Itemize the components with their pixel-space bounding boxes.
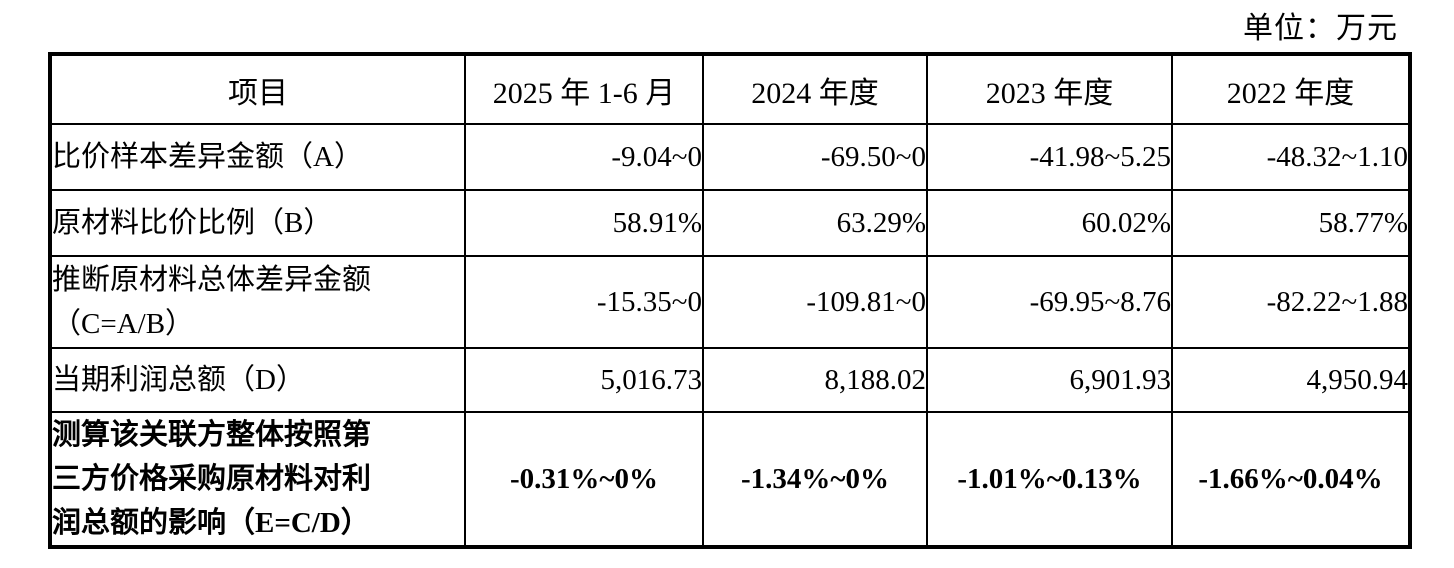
row-label-cell: 推断原材料总体差异金额 （C=A/B） [49, 255, 466, 349]
row-label-cell: 比价样本差异金额（A） [49, 123, 466, 191]
value-cell: -9.04~0 [464, 123, 704, 191]
value-cell: -82.22~1.88 [1171, 255, 1411, 349]
value-cell: 6,901.93 [926, 347, 1173, 413]
header-cell-2022: 2022 年度 [1171, 53, 1411, 125]
value-cell: -69.95~8.76 [926, 255, 1173, 349]
value-cell: 4,950.94 [1171, 347, 1411, 413]
value-cell: -69.50~0 [702, 123, 928, 191]
value-cell: 58.91% [464, 189, 704, 257]
value-cell: -15.35~0 [464, 255, 704, 349]
table-row: 原材料比价比例（B） 58.91% 63.29% 60.02% 58.77% [49, 189, 1411, 257]
related-party-pricing-table: 项目 2025 年 1-6 月 2024 年度 2023 年度 2022 年度 … [48, 52, 1412, 549]
table-row-impact: 测算该关联方整体按照第 三方价格采购原材料对利 润总额的影响（E=C/D） -0… [49, 411, 1411, 548]
value-cell: 63.29% [702, 189, 928, 257]
table-row: 比价样本差异金额（A） -9.04~0 -69.50~0 -41.98~5.25… [49, 123, 1411, 191]
value-cell: 5,016.73 [464, 347, 704, 413]
table-header-row: 项目 2025 年 1-6 月 2024 年度 2023 年度 2022 年度 [49, 53, 1411, 125]
value-cell: -1.01%~0.13% [926, 411, 1173, 548]
value-cell: 60.02% [926, 189, 1173, 257]
value-cell: -41.98~5.25 [926, 123, 1173, 191]
table-row: 推断原材料总体差异金额 （C=A/B） -15.35~0 -109.81~0 -… [49, 255, 1411, 349]
row-label-cell: 测算该关联方整体按照第 三方价格采购原材料对利 润总额的影响（E=C/D） [49, 411, 466, 548]
unit-label: 单位：万元 [1243, 12, 1398, 45]
row-label-cell: 当期利润总额（D） [49, 347, 466, 413]
value-cell: -109.81~0 [702, 255, 928, 349]
table-row: 当期利润总额（D） 5,016.73 8,188.02 6,901.93 4,9… [49, 347, 1411, 413]
header-cell-2024: 2024 年度 [702, 53, 928, 125]
value-cell: -48.32~1.10 [1171, 123, 1411, 191]
header-cell-2023: 2023 年度 [926, 53, 1173, 125]
value-cell: 58.77% [1171, 189, 1411, 257]
value-cell: -1.34%~0% [702, 411, 928, 548]
row-label-cell: 原材料比价比例（B） [49, 189, 466, 257]
header-cell-item: 项目 [49, 53, 466, 125]
value-cell: -0.31%~0% [464, 411, 704, 548]
value-cell: 8,188.02 [702, 347, 928, 413]
value-cell: -1.66%~0.04% [1171, 411, 1411, 548]
header-cell-2025h1: 2025 年 1-6 月 [464, 53, 704, 125]
